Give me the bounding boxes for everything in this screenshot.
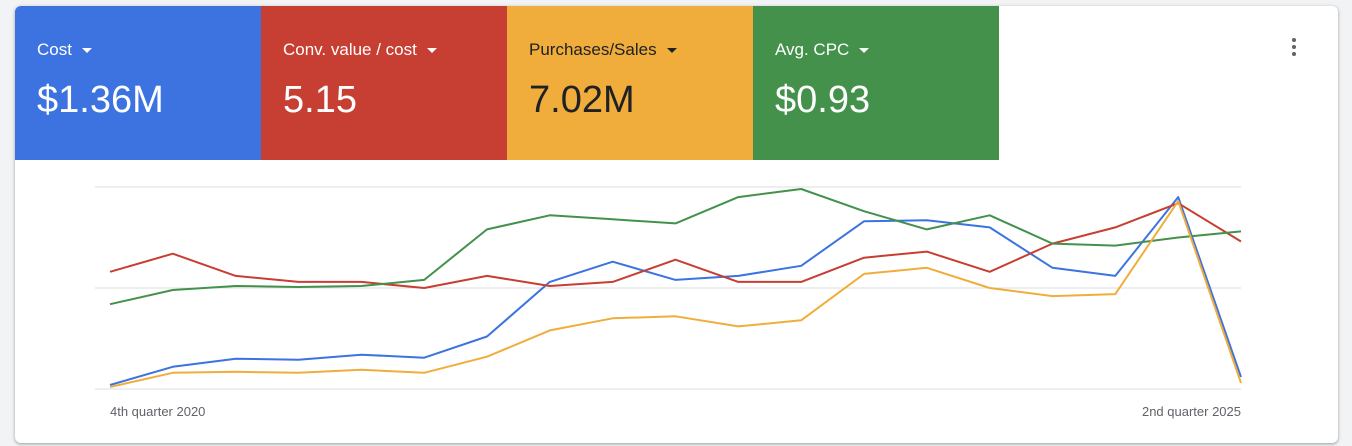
scorecard-value: $0.93 <box>775 79 871 121</box>
scorecard-header: Avg. CPC <box>775 40 999 60</box>
scorecard-header: Conv. value / cost <box>283 40 507 60</box>
x-tick-label: 2nd quarter 2025 <box>1142 404 1241 419</box>
scorecard-label: Conv. value / cost <box>283 40 417 59</box>
more-vert-icon <box>1292 45 1296 49</box>
more-vert-icon <box>1292 52 1296 56</box>
scorecard-value: 5.15 <box>283 79 357 121</box>
line-chart: 4th quarter 2020 2nd quarter 2025 <box>95 186 1242 419</box>
scorecard-conv-value-cost[interactable]: Conv. value / cost 5.15 <box>261 6 507 160</box>
caret-down-icon <box>666 47 677 53</box>
scorecard-avg-cpc[interactable]: Avg. CPC $0.93 <box>753 6 999 160</box>
chart-series-group <box>109 188 1242 388</box>
scorecard-purchases-sales[interactable]: Purchases/Sales 7.02M <box>507 6 753 160</box>
series-line-3[interactable] <box>109 200 1242 388</box>
more-vert-icon <box>1292 38 1296 42</box>
caret-down-icon <box>81 47 92 53</box>
x-axis-labels: 4th quarter 2020 2nd quarter 2025 <box>110 404 1241 419</box>
scorecard-label: Purchases/Sales <box>529 40 657 59</box>
chart-gridlines <box>95 186 1241 390</box>
caret-down-icon <box>859 47 870 53</box>
scorecard-row: Cost $1.36M Conv. value / cost 5.15 Purc… <box>15 6 999 160</box>
x-tick-label: 4th quarter 2020 <box>110 404 205 419</box>
scorecard-header: Cost <box>37 40 261 60</box>
scorecard-value: 7.02M <box>529 79 635 121</box>
performance-card: Cost $1.36M Conv. value / cost 5.15 Purc… <box>15 6 1338 443</box>
caret-down-icon <box>426 47 437 53</box>
series-line-0[interactable] <box>109 196 1242 386</box>
series-line-1[interactable] <box>109 202 1242 289</box>
scorecard-label: Cost <box>37 40 72 59</box>
scorecard-cost[interactable]: Cost $1.36M <box>15 6 261 160</box>
scorecard-label: Avg. CPC <box>775 40 850 59</box>
more-options-button[interactable] <box>1281 32 1307 62</box>
scorecard-header: Purchases/Sales <box>529 40 753 60</box>
series-line-2[interactable] <box>109 188 1242 306</box>
scorecard-value: $1.36M <box>37 79 164 121</box>
